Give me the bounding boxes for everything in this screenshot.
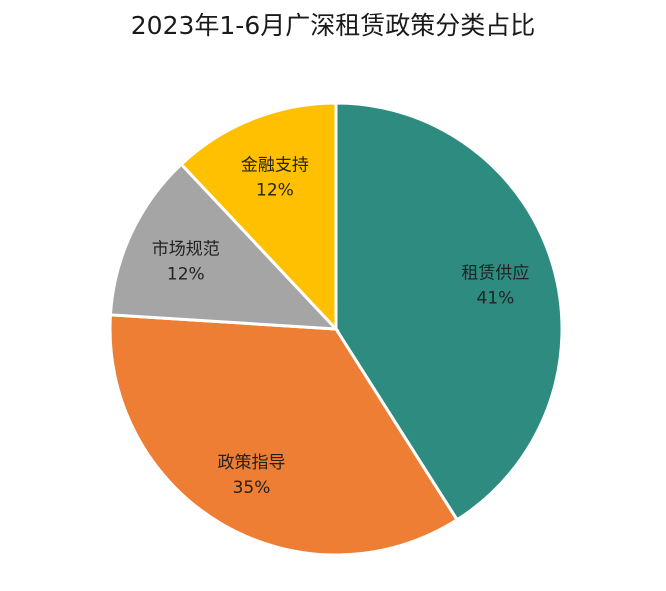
slice-category-label: 金融支持 [241, 156, 309, 176]
pie-slice-2 [108, 313, 460, 557]
slice-value-label: 35% [233, 478, 271, 498]
slice-category-label: 政策指导 [218, 453, 286, 473]
pie-slice-4 [179, 101, 338, 333]
chart-title: 2023年1-6月广深租赁政策分类占比 [130, 11, 536, 40]
pie-slice-3 [108, 162, 340, 331]
slice-category-label: 市场规范 [152, 239, 220, 259]
slice-value-label: 12% [167, 264, 205, 284]
slice-category-label: 租赁供应 [461, 264, 529, 284]
slice-value-label: 12% [256, 181, 294, 201]
slice-value-label: 41% [477, 289, 515, 309]
